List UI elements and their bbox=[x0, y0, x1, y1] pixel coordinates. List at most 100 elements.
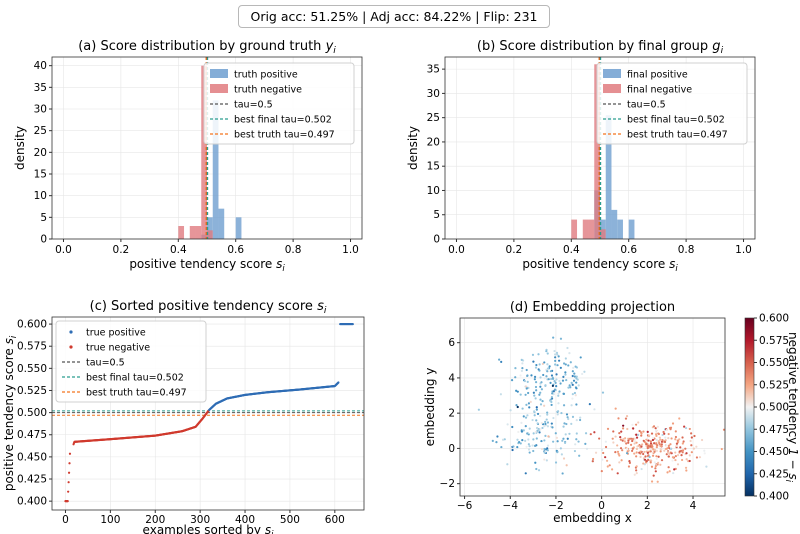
embedding-point bbox=[654, 467, 657, 470]
embedding-point bbox=[647, 439, 650, 442]
embedding-point bbox=[631, 447, 634, 450]
embedding-point bbox=[593, 408, 596, 411]
embedding-point bbox=[524, 385, 528, 388]
embedding-point bbox=[528, 406, 531, 409]
embedding-point bbox=[669, 428, 672, 431]
legend-label: tau=0.5 bbox=[86, 358, 125, 369]
embedding-point bbox=[653, 461, 656, 464]
embedding-point bbox=[552, 390, 555, 393]
embedding-point bbox=[646, 451, 649, 454]
score-point bbox=[337, 381, 340, 384]
y-tick-label: 0.575 bbox=[17, 341, 47, 353]
embedding-point bbox=[567, 417, 570, 421]
embedding-point bbox=[705, 465, 708, 468]
embedding-point bbox=[535, 363, 538, 367]
embedding-point bbox=[631, 439, 634, 443]
y-tick-label: 40 bbox=[34, 60, 47, 72]
embedding-point bbox=[521, 362, 524, 365]
embedding-point bbox=[519, 374, 522, 377]
hist-bar bbox=[611, 209, 618, 239]
embedding-point bbox=[658, 436, 661, 439]
hist-bar bbox=[201, 65, 207, 240]
embedding-point bbox=[646, 454, 649, 458]
embedding-point bbox=[674, 455, 677, 458]
embedding-point bbox=[574, 394, 577, 397]
embedding-point bbox=[585, 447, 589, 450]
hist-bar bbox=[218, 208, 225, 239]
embedding-point bbox=[674, 438, 677, 441]
embedding-point bbox=[533, 414, 536, 417]
embedding-point bbox=[549, 377, 553, 381]
embedding-point bbox=[540, 439, 543, 443]
embedding-point bbox=[678, 450, 681, 453]
embedding-point bbox=[570, 422, 573, 425]
x-tick-label: 0.6 bbox=[227, 244, 244, 256]
embedding-point bbox=[672, 471, 675, 475]
embedding-point bbox=[543, 439, 546, 442]
embedding-point bbox=[538, 393, 541, 396]
embedding-point bbox=[632, 437, 635, 440]
embedding-point bbox=[556, 440, 559, 443]
embedding-point bbox=[578, 418, 582, 422]
embedding-point bbox=[620, 459, 623, 462]
embedding-point bbox=[626, 427, 629, 431]
y-tick-label: 0.475 bbox=[17, 429, 47, 441]
y-tick-label: 35 bbox=[34, 82, 47, 94]
embedding-point bbox=[619, 438, 622, 441]
embedding-point bbox=[651, 447, 654, 450]
panel-title: (a) Score distribution by ground truth y… bbox=[78, 39, 336, 56]
embedding-point bbox=[659, 463, 662, 466]
embedding-point bbox=[559, 382, 562, 385]
embedding-point bbox=[631, 423, 634, 426]
embedding-point bbox=[593, 431, 596, 434]
embedding-point bbox=[617, 417, 620, 420]
embedding-point bbox=[644, 455, 647, 458]
embedding-point bbox=[554, 461, 558, 464]
embedding-point bbox=[698, 456, 702, 459]
embedding-point bbox=[557, 410, 560, 413]
embedding-point bbox=[642, 462, 645, 465]
embedding-point bbox=[633, 452, 636, 455]
embedding-point bbox=[575, 403, 578, 406]
embedding-point bbox=[540, 447, 544, 451]
embedding-point bbox=[722, 428, 726, 431]
x-tick-label: 0 bbox=[598, 500, 605, 512]
hist-bar bbox=[594, 64, 600, 239]
embedding-point bbox=[535, 426, 539, 430]
score-point bbox=[68, 462, 71, 465]
y-tick-label: 10 bbox=[427, 185, 440, 197]
embedding-point bbox=[581, 372, 584, 376]
embedding-point bbox=[660, 440, 664, 443]
x-tick-label: −6 bbox=[457, 500, 473, 512]
embedding-point bbox=[624, 417, 628, 420]
embedding-point bbox=[571, 397, 574, 400]
embedding-point bbox=[573, 391, 577, 395]
embedding-point bbox=[579, 416, 582, 419]
embedding-point bbox=[667, 466, 670, 469]
embedding-point bbox=[570, 404, 573, 407]
y-axis-label: embedding y bbox=[423, 368, 437, 447]
embedding-point bbox=[674, 435, 678, 439]
embedding-point bbox=[606, 427, 610, 430]
panel-title: (c) Sorted positive tendency score si bbox=[90, 299, 327, 316]
embedding-point bbox=[656, 463, 659, 466]
embedding-point bbox=[533, 375, 537, 378]
embedding-point bbox=[557, 392, 560, 395]
embedding-point bbox=[639, 450, 642, 453]
colorbar-tick-label: 0.400 bbox=[759, 491, 789, 503]
embedding-point bbox=[611, 437, 614, 440]
legend-box bbox=[596, 62, 748, 145]
embedding-point bbox=[528, 445, 531, 448]
embedding-point bbox=[676, 463, 680, 466]
embedding-point bbox=[656, 480, 659, 483]
embedding-point bbox=[652, 474, 655, 477]
embedding-point bbox=[667, 437, 670, 440]
embedding-point bbox=[656, 425, 659, 428]
embedding-point bbox=[498, 358, 501, 361]
embedding-point bbox=[647, 435, 651, 438]
x-tick-label: 1.0 bbox=[342, 244, 359, 256]
embedding-point bbox=[564, 371, 567, 374]
embedding-point bbox=[685, 458, 688, 461]
embedding-point bbox=[612, 441, 615, 444]
embedding-point bbox=[535, 467, 538, 471]
